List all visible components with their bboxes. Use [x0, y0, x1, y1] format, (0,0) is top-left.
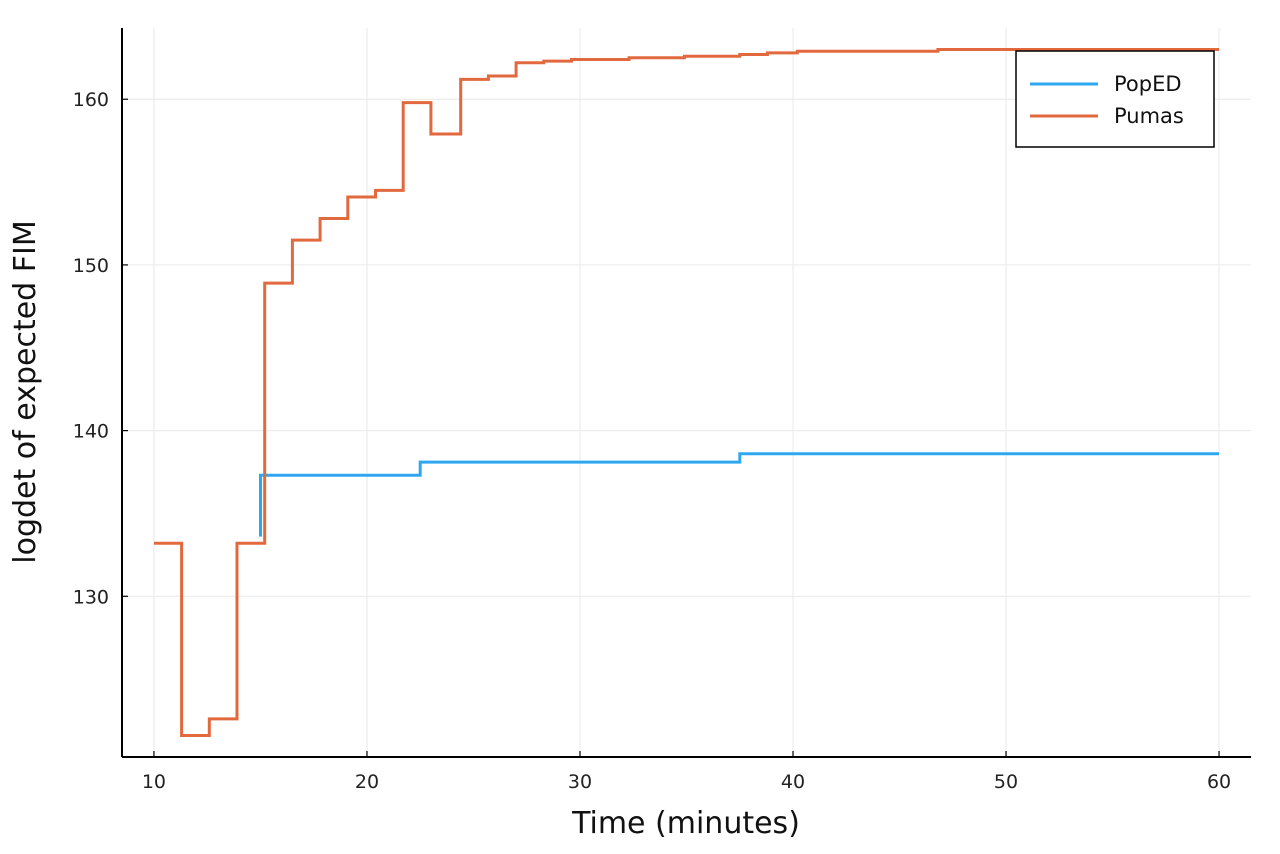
legend-label-poped: PopED	[1114, 72, 1182, 96]
y-tick-label: 130	[73, 586, 109, 608]
y-tick-label: 140	[73, 421, 109, 443]
series-layer	[154, 48, 1219, 737]
x-tick-label: 30	[568, 771, 592, 793]
x-tick-label: 50	[994, 771, 1018, 793]
legend-label-pumas: Pumas	[1114, 104, 1184, 128]
legend-box	[1015, 50, 1215, 148]
series-line-pumas	[154, 48, 1219, 737]
y-tick-label: 160	[73, 89, 109, 111]
x-axis-title: Time (minutes)	[571, 806, 800, 841]
y-axis-title: logdet of expected FIM	[8, 220, 43, 563]
tick-labels: 10 20 30 40 50 60 130 140 150 160	[73, 89, 1231, 793]
y-tick-label: 150	[73, 255, 109, 277]
axes	[121, 28, 1251, 758]
x-tick-label: 10	[142, 771, 166, 793]
x-tick-label: 20	[355, 771, 379, 793]
x-tick-label: 40	[781, 771, 805, 793]
legend: PopED Pumas	[1015, 50, 1215, 148]
series-line-poped	[259, 452, 1219, 537]
x-tick-label: 60	[1207, 771, 1231, 793]
